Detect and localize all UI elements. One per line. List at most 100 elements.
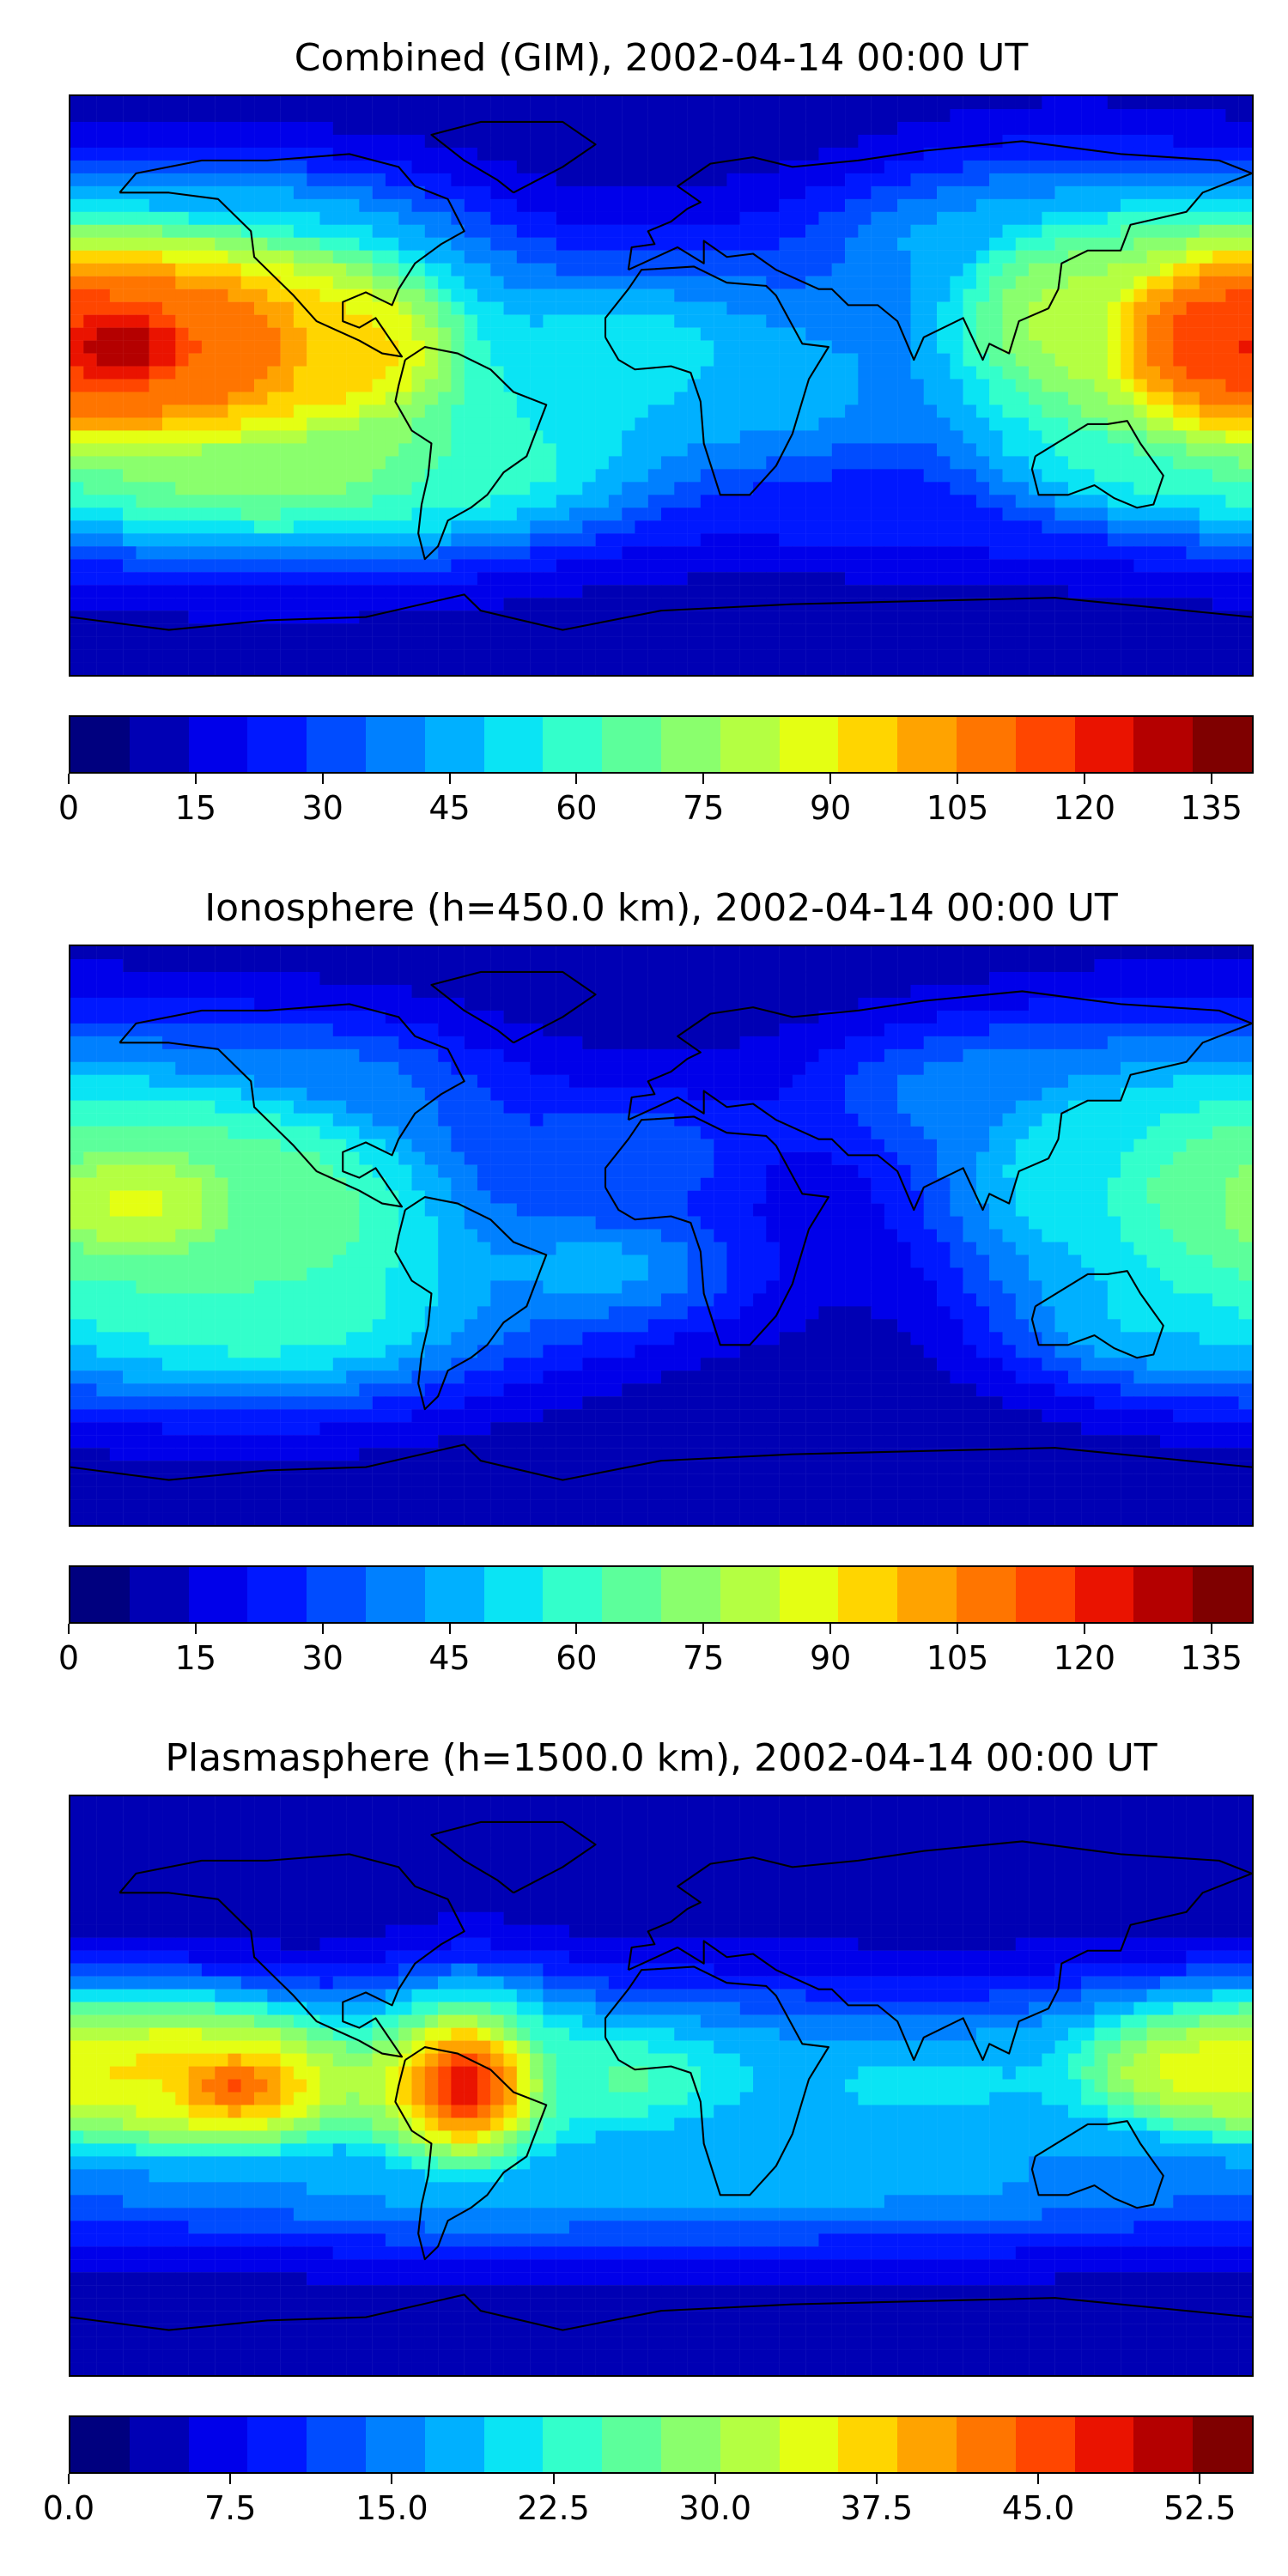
map-cell bbox=[1133, 1036, 1147, 1050]
map-cell bbox=[753, 649, 767, 663]
map-cell bbox=[109, 1010, 124, 1024]
map-cell bbox=[582, 649, 596, 663]
map-cell bbox=[1042, 108, 1055, 123]
map-cell bbox=[779, 301, 793, 315]
map-cell bbox=[700, 443, 714, 457]
map-cell bbox=[1002, 1061, 1016, 1075]
map-cell bbox=[438, 301, 452, 315]
map-cell bbox=[451, 495, 465, 508]
map-cell bbox=[1173, 417, 1187, 431]
map-cell bbox=[622, 108, 635, 123]
map-cell bbox=[109, 237, 124, 251]
map-cell bbox=[726, 984, 740, 999]
map-cell bbox=[332, 340, 347, 354]
map-cell bbox=[700, 495, 714, 508]
map-cell bbox=[1002, 469, 1016, 483]
map-cell bbox=[398, 662, 412, 675]
map-cell bbox=[1054, 134, 1069, 149]
map-cell bbox=[464, 997, 478, 1012]
map-cell bbox=[530, 443, 544, 457]
map-cell bbox=[1121, 469, 1134, 483]
map-cell bbox=[201, 289, 216, 302]
map-cell bbox=[319, 430, 333, 444]
map-cell bbox=[1186, 971, 1200, 986]
map-cell bbox=[83, 211, 97, 225]
map-cell bbox=[753, 327, 767, 341]
map-cell bbox=[149, 366, 163, 380]
map-cell bbox=[293, 185, 307, 200]
map-cell bbox=[1173, 237, 1187, 251]
map-cell bbox=[359, 327, 373, 341]
map-cell bbox=[228, 263, 241, 276]
map-cell bbox=[201, 443, 216, 457]
map-cell bbox=[319, 572, 333, 586]
map-cell bbox=[149, 585, 163, 598]
map-cell bbox=[1121, 623, 1134, 637]
map-cell bbox=[254, 984, 268, 999]
map-cell bbox=[96, 289, 111, 302]
map-cell bbox=[359, 160, 373, 174]
map-cell bbox=[556, 495, 570, 508]
map-cell bbox=[1159, 366, 1174, 380]
map-cell bbox=[950, 1010, 963, 1024]
map-cell bbox=[188, 520, 203, 534]
map-cell bbox=[726, 482, 740, 495]
map-cell bbox=[438, 276, 452, 289]
map-cell bbox=[346, 443, 360, 457]
map-cell bbox=[359, 946, 373, 960]
map-cell bbox=[424, 533, 439, 547]
map-cell bbox=[293, 353, 307, 367]
map-cell bbox=[858, 997, 872, 1012]
map-cell bbox=[635, 301, 648, 315]
map-cell bbox=[175, 314, 189, 328]
map-cell bbox=[1067, 946, 1082, 960]
map-cell bbox=[1107, 198, 1121, 212]
map-cell bbox=[884, 572, 898, 586]
map-cell bbox=[516, 533, 531, 547]
map-cell bbox=[845, 507, 859, 521]
map-cell bbox=[1054, 353, 1069, 367]
map-cell bbox=[635, 417, 648, 431]
map-cell bbox=[319, 1023, 333, 1037]
map-cell bbox=[1121, 611, 1134, 624]
map-cell bbox=[950, 1036, 963, 1050]
map-cell bbox=[647, 520, 662, 534]
map-cell bbox=[398, 327, 412, 341]
map-cell bbox=[989, 224, 1003, 238]
map-cell bbox=[543, 224, 556, 238]
map-cell bbox=[228, 1048, 241, 1062]
map-cell bbox=[766, 224, 780, 238]
map-cell bbox=[201, 134, 216, 149]
map-cell bbox=[293, 314, 307, 328]
map-cell bbox=[477, 662, 491, 675]
map-cell bbox=[647, 1036, 662, 1050]
map-cell bbox=[858, 958, 872, 973]
map-cell bbox=[385, 1061, 399, 1075]
map-cell bbox=[871, 353, 885, 367]
map-cell bbox=[96, 366, 111, 380]
map-cell bbox=[779, 185, 793, 200]
map-cell bbox=[1054, 185, 1069, 200]
map-cell bbox=[568, 482, 583, 495]
map-cell bbox=[254, 623, 268, 637]
map-cell bbox=[149, 662, 163, 675]
map-cell bbox=[293, 366, 307, 380]
map-cell bbox=[1029, 533, 1042, 547]
map-cell bbox=[1054, 662, 1069, 675]
map-cell bbox=[149, 340, 163, 354]
map-cell bbox=[831, 96, 846, 110]
map-cell bbox=[215, 340, 228, 354]
map-cell bbox=[346, 598, 360, 611]
map-cell bbox=[123, 598, 137, 611]
map-cell bbox=[1042, 263, 1055, 276]
map-cell bbox=[805, 430, 819, 444]
map-cell bbox=[1067, 469, 1082, 483]
map-cell bbox=[280, 636, 295, 650]
map-cell bbox=[989, 1010, 1003, 1024]
map-cell bbox=[372, 160, 386, 174]
map-cell bbox=[1199, 623, 1213, 637]
map-cell bbox=[1121, 507, 1134, 521]
map-cell bbox=[293, 443, 307, 457]
map-cell bbox=[923, 946, 938, 960]
map-cell bbox=[149, 147, 163, 161]
